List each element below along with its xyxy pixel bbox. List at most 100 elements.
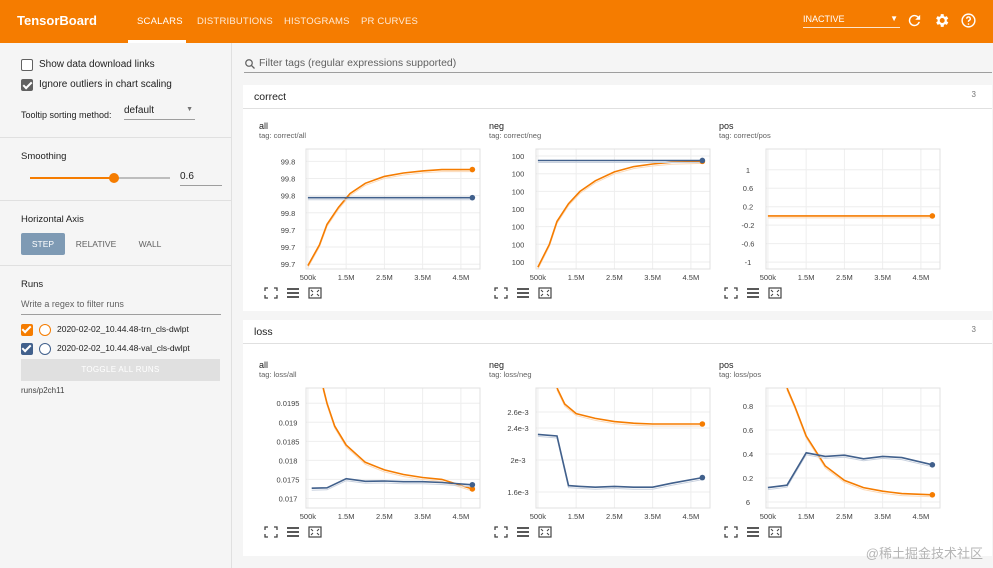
y-tick-label: 100 [512,170,525,179]
x-tick-label: 3.5M [414,273,431,281]
y-tick-label: 0.2 [743,203,753,212]
fullscreen-icon[interactable] [724,287,738,299]
scalar-card: all tag: loss/all 500k 1.5M 2.5M 3.5M 4.5M 0.… [256,358,484,548]
menu-lines-icon[interactable] [286,287,300,299]
axis-wall-button[interactable]: WALL [138,239,162,249]
run-checkbox[interactable] [21,343,33,355]
fit-domain-icon[interactable] [308,526,322,538]
gear-icon[interactable] [933,12,950,29]
card-tag: tag: loss/neg [489,370,532,379]
smoothing-label: Smoothing [21,151,67,162]
fullscreen-icon[interactable] [724,526,738,538]
divider [0,265,232,266]
axis-relative-button[interactable]: RELATIVE [75,239,117,249]
y-tick-label: 99.8 [281,192,296,201]
app-title: TensorBoard [17,13,97,28]
run-path: runs/p2ch11 [21,386,65,395]
fullscreen-icon[interactable] [264,526,278,538]
x-tick-label: 3.5M [874,273,891,281]
y-tick-label: 2.6e-3 [507,408,528,417]
help-icon[interactable] [960,12,977,29]
ignore-outliers-label: Ignore outliers in chart scaling [39,79,172,90]
fullscreen-icon[interactable] [494,287,508,299]
tab-pr-curves[interactable]: PR CURVES [361,16,419,27]
run-checkbox[interactable] [21,324,33,336]
run-color-icon[interactable] [39,343,51,355]
show-download-checkbox[interactable] [21,59,33,71]
fullscreen-icon[interactable] [494,526,508,538]
fit-domain-icon[interactable] [768,526,782,538]
x-tick-label: 3.5M [874,512,891,520]
plot-frame [305,148,481,270]
card-title: all [259,360,269,370]
series-end-point [699,474,706,481]
tab-distributions[interactable]: DISTRIBUTIONS [197,16,273,27]
plugin-status-select[interactable]: INACTIVE ▼ [803,14,900,28]
card-tag: tag: loss/pos [719,370,762,379]
x-tick-label: 4.5M [453,273,470,281]
series-end-point [469,194,476,201]
tag-filter-input[interactable]: Filter tags (regular expressions support… [244,55,992,73]
x-tick-label: 1.5M [338,512,355,520]
series-line [556,388,703,425]
series-end-point [699,421,706,427]
card-title: pos [719,360,734,370]
fit-domain-icon[interactable] [538,526,552,538]
menu-lines-icon[interactable] [286,526,300,538]
runs-filter-placeholder: Write a regex to filter runs [21,299,124,309]
runs-filter-input[interactable]: Write a regex to filter runs [21,299,221,315]
series-end-point [929,492,936,498]
x-tick-label: 3.5M [644,512,661,520]
tooltip-sort-select[interactable]: default ▼ [124,105,195,120]
chevron-down-icon: ▼ [186,106,193,113]
x-tick-label: 500k [300,273,317,281]
fit-domain-icon[interactable] [538,287,552,299]
run-color-icon[interactable] [39,324,51,336]
scalar-chart[interactable]: 500k 1.5M 2.5M 3.5M 4.5M 0.8 0.6 0.4 0.2 6 [716,382,944,520]
series-raw-line [556,389,703,427]
smoothing-slider-thumb[interactable] [109,173,119,183]
scalar-chart[interactable]: 500k 1.5M 2.5M 3.5M 4.5M 99.8 99.8 99.8 99.8 99.7… [256,143,484,281]
scalar-card: neg tag: correct/neg 500k 1.5M 2.5M 3.5M 4.5… [486,119,714,309]
y-tick-label: 0.6 [743,184,753,193]
fullscreen-icon[interactable] [264,287,278,299]
tab-histograms[interactable]: HISTOGRAMS [284,16,350,27]
menu-lines-icon[interactable] [746,287,760,299]
category-header[interactable]: loss 3 [243,320,992,344]
series-line [537,433,703,489]
y-tick-label: 99.8 [281,174,296,183]
series-line [767,451,933,489]
search-icon [245,59,255,69]
menu-lines-icon[interactable] [516,526,530,538]
tooltip-sort-label: Tooltip sorting method: [21,110,112,120]
scalar-chart[interactable]: 500k 1.5M 2.5M 3.5M 4.5M 1 0.6 0.2 -0.2 -0.6 -1 [716,143,944,281]
menu-lines-icon[interactable] [746,526,760,538]
fit-domain-icon[interactable] [308,287,322,299]
fit-domain-icon[interactable] [768,287,782,299]
y-tick-label: -0.6 [742,240,755,249]
scalar-chart[interactable]: 500k 1.5M 2.5M 3.5M 4.5M 0.0195 0.019 0.0185 0.0… [256,382,484,520]
refresh-icon[interactable] [906,12,923,29]
scalar-card: neg tag: loss/neg 500k 1.5M 2.5M 3.5M 4.5M 2.… [486,358,714,548]
series-line [307,168,473,266]
menu-lines-icon[interactable] [516,287,530,299]
ignore-outliers-checkbox[interactable] [21,79,33,91]
axis-step-button[interactable]: STEP [21,233,65,255]
tab-scalars[interactable]: SCALARS [137,16,183,27]
x-tick-label: 4.5M [683,273,700,281]
x-tick-label: 2.5M [606,273,623,281]
scalar-chart[interactable]: 500k 1.5M 2.5M 3.5M 4.5M 2.6e-3 2.4e-3 2e-3 1.6e… [486,382,714,520]
x-tick-label: 4.5M [683,512,700,520]
smoothing-input[interactable]: 0.6 [180,171,222,186]
runs-label: Runs [21,279,44,290]
series-group [767,388,933,498]
y-tick-label: 0.0175 [277,475,300,484]
scalar-chart[interactable]: 500k 1.5M 2.5M 3.5M 4.5M 100 100 100 100 100 100 10… [486,143,714,281]
category-header[interactable]: correct 3 [243,85,992,109]
x-tick-label: 2.5M [836,273,853,281]
series-raw-line [311,480,473,491]
y-tick-label: 100 [512,187,525,196]
toggle-all-runs-button[interactable]: TOGGLE ALL RUNS [21,359,220,381]
smoothing-slider-track[interactable] [30,177,170,179]
x-tick-label: 1.5M [798,512,815,520]
